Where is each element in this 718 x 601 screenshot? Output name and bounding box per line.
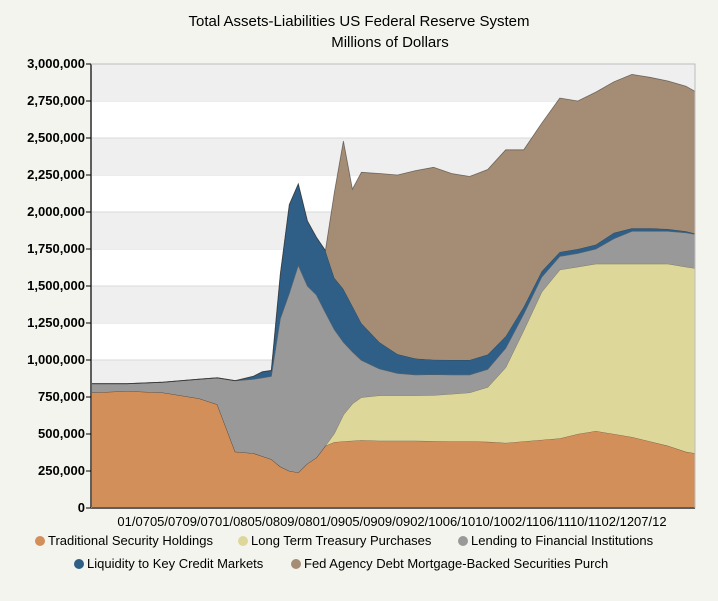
area-series-5 [91, 74, 695, 384]
legend-marker [458, 536, 468, 546]
y-tick-label: 3,000,000 [27, 56, 85, 71]
y-tick-label: 2,250,000 [27, 167, 85, 182]
chart-subtitle: Millions of Dollars [331, 34, 449, 51]
y-tick-label: 1,750,000 [27, 241, 85, 256]
legend-marker [74, 559, 84, 569]
area-series-3 [91, 231, 695, 473]
y-tick-label: 0 [78, 500, 85, 515]
legend-marker [238, 536, 248, 546]
legend: Traditional Security Holdings Long Term T… [35, 533, 654, 571]
area-series-2 [91, 263, 695, 473]
y-tick-label: 1,250,000 [27, 315, 85, 330]
legend-marker [35, 536, 45, 546]
legend-label: Long Term Treasury Purchases [251, 533, 432, 548]
area-series-1 [91, 391, 695, 508]
y-tick-label: 500,000 [38, 426, 85, 441]
legend-marker [291, 559, 301, 569]
legend-label: Traditional Security Holdings [48, 533, 213, 548]
y-tick-label: 1,500,000 [27, 278, 85, 293]
y-tick-label: 250,000 [38, 463, 85, 478]
y-tick-label: 2,750,000 [27, 93, 85, 108]
legend-label: Fed Agency Debt Mortgage-Backed Securiti… [304, 556, 608, 571]
stacked-areas [90, 73, 696, 508]
chart-title: Total Assets-Liabilities US Federal Rese… [189, 13, 530, 30]
area-edge-5 [91, 73, 696, 385]
y-tick-label: 750,000 [38, 389, 85, 404]
x-axis-tick-labels: 01/0705/0709/0701/0805/0809/0801/0905/09… [117, 514, 666, 529]
area-edge-3 [91, 230, 696, 385]
y-tick-label: 2,500,000 [27, 130, 85, 145]
y-axis-ticks: 0 250,000 500,000 750,000 1,000,000 1,250,000… [27, 56, 91, 515]
y-tick-label: 2,000,000 [27, 204, 85, 219]
legend-label: Lending to Financial Institutions [471, 533, 654, 548]
legend-label: Liquidity to Key Credit Markets [87, 556, 264, 571]
y-tick-label: 1,000,000 [27, 352, 85, 367]
